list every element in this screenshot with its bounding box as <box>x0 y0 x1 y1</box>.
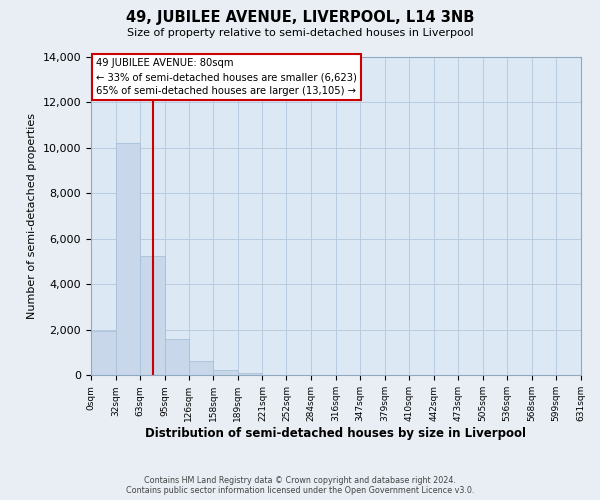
Bar <box>91 331 116 376</box>
Bar <box>214 370 238 376</box>
Bar <box>188 360 214 376</box>
Text: Size of property relative to semi-detached houses in Liverpool: Size of property relative to semi-detach… <box>127 28 473 38</box>
Y-axis label: Number of semi-detached properties: Number of semi-detached properties <box>27 113 37 319</box>
Text: Contains HM Land Registry data © Crown copyright and database right 2024.
Contai: Contains HM Land Registry data © Crown c… <box>126 476 474 495</box>
Bar <box>262 374 286 376</box>
Bar <box>140 256 164 376</box>
Text: 49, JUBILEE AVENUE, LIVERPOOL, L14 3NB: 49, JUBILEE AVENUE, LIVERPOOL, L14 3NB <box>126 10 474 25</box>
Bar <box>238 374 262 376</box>
Text: 49 JUBILEE AVENUE: 80sqm
← 33% of semi-detached houses are smaller (6,623)
65% o: 49 JUBILEE AVENUE: 80sqm ← 33% of semi-d… <box>96 58 356 96</box>
Bar <box>164 340 188 376</box>
Bar <box>116 143 140 376</box>
X-axis label: Distribution of semi-detached houses by size in Liverpool: Distribution of semi-detached houses by … <box>145 427 526 440</box>
